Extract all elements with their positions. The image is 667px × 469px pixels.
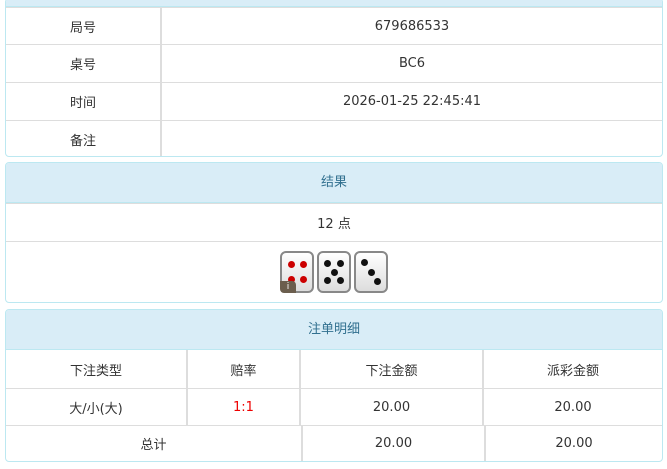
info-row-table: 桌号 BC6 [6,44,662,82]
die-pip [360,259,368,266]
round-info-panel: 局号 679686533 桌号 BC6 时间 2026-01-25 22:45:41 … [5,0,663,157]
result-panel: 结果 12 点 i [5,162,663,303]
label: 桌号 [69,58,96,73]
total-label: 总计 [140,438,167,453]
odds: 1:1 [186,389,299,425]
die-pip [337,276,345,284]
die-pip [299,260,307,268]
label: 备注 [69,133,96,149]
bet-detail-panel: 注单明细 下注类型 赔率 下注金额 派彩金额 大/小(大) 1:1 20.00 … [5,309,663,462]
value [160,121,662,156]
label: 时间 [69,96,96,111]
info-icon[interactable]: i [280,281,296,293]
table-header: 下注类型 赔率 下注金额 派彩金额 [6,350,662,388]
die-pip [337,260,345,268]
bet-amount: 20.00 [299,389,482,425]
label: 局号 [69,20,96,36]
header-bet-amount: 下注金额 [299,350,482,388]
die-pip [323,276,331,284]
total-payout: 20.00 [484,426,662,461]
total-row: 总计 20.00 20.00 [6,425,662,461]
result-title: 结果 [6,163,662,203]
die-pip [330,268,338,276]
die-3 [354,251,388,293]
die-4: i [280,251,314,293]
points-row: 12 点 [6,203,662,241]
header-bet-type: 下注类型 [69,363,122,379]
dice-group: i [6,242,662,302]
die-pip [299,276,307,284]
info-row-round: 局号 679686533 [6,7,662,44]
header-payout: 派彩金额 [482,350,662,388]
value: 2026-01-25 22:45:41 [160,83,662,120]
bet-type: 大/小(大) [69,401,123,417]
die-pip [374,278,382,285]
panel-header [6,0,662,7]
die-pip [287,276,295,284]
die-pip [367,268,375,276]
header-odds: 赔率 [186,350,299,388]
total-amount: 20.00 [301,426,484,461]
dice-row: i [6,241,662,302]
points: 12 点 [317,217,351,232]
info-row-remark: 备注 [6,120,662,156]
payout: 20.00 [482,389,662,425]
bet-detail-title: 注单明细 [6,310,662,350]
die-pip [323,260,331,268]
die-5 [317,251,351,293]
value: 679686533 [160,8,662,44]
table-row: 大/小(大) 1:1 20.00 20.00 [6,388,662,425]
value: BC6 [160,45,662,82]
info-row-time: 时间 2026-01-25 22:45:41 [6,82,662,120]
die-pip [287,260,295,268]
